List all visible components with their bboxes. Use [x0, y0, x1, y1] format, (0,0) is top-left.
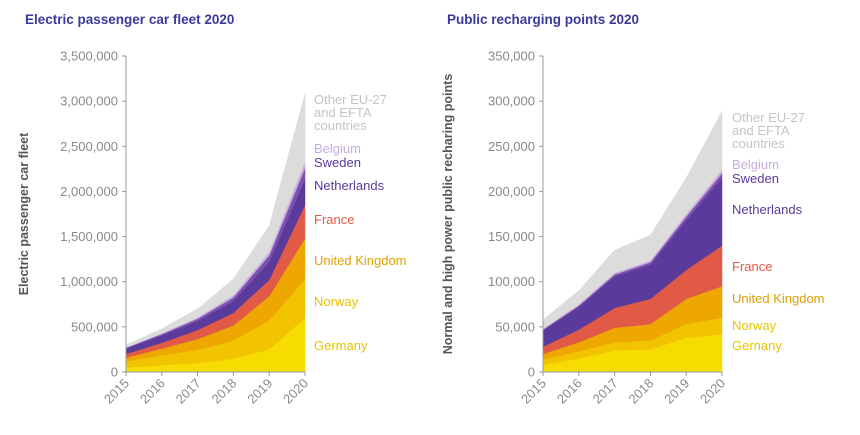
legend-label-netherlands: Netherlands [314, 178, 385, 193]
y-axis-label: Normal and high power public recharing p… [441, 74, 455, 355]
x-tick-label: 2016 [137, 376, 168, 407]
y-tick-label: 100,000 [488, 274, 535, 289]
legend-label-other-eu-27-and-efta-countries: Other EU-27 [314, 92, 387, 107]
y-tick-label: 250,000 [488, 139, 535, 154]
x-tick-label: 2018 [208, 376, 239, 407]
y-tick-label: 3,500,000 [60, 49, 118, 64]
legend-label-netherlands: Netherlands [732, 202, 803, 217]
x-tick-label: 2020 [697, 376, 728, 407]
y-tick-label: 50,000 [495, 319, 535, 334]
legend-label-other-eu-27-and-efta-countries: Other EU-27 [732, 110, 805, 125]
area-other-eu-27-and-efta-countries [542, 110, 723, 330]
y-tick-label: 1,000,000 [60, 274, 118, 289]
x-tick-label: 2020 [280, 376, 311, 407]
x-tick-label: 2016 [554, 376, 585, 407]
x-tick-label: 2017 [173, 376, 204, 407]
chart-title: Electric passenger car fleet 2020 [25, 12, 234, 27]
y-tick-label: 2,000,000 [60, 184, 118, 199]
chart-1: Electric passenger car fleet 2020 0 500,00… [17, 12, 407, 407]
legend-label-france: France [314, 212, 354, 227]
legend-label-sweden: Sweden [314, 155, 361, 170]
chart-title: Public recharging points 2020 [447, 12, 639, 27]
y-tick-label: 500,000 [71, 319, 118, 334]
chart-2: Public recharging points 2020 0 50,000 100,… [441, 12, 825, 407]
legend-label-other-eu-27-and-efta-countries: and EFTA [314, 105, 372, 120]
legend-label-belgium: Belgium [732, 157, 779, 172]
x-tick-label: 2015 [518, 376, 549, 407]
area-other-eu-27-and-efta-countries [125, 93, 306, 348]
y-tick-label: 200,000 [488, 184, 535, 199]
y-tick-label: 2,500,000 [60, 139, 118, 154]
y-tick-label: 150,000 [488, 229, 535, 244]
x-tick-label: 2019 [661, 376, 692, 407]
y-tick-label: 1,500,000 [60, 229, 118, 244]
legend-label-belgium: Belgium [314, 141, 361, 156]
x-tick-label: 2015 [101, 376, 132, 407]
legend-label-other-eu-27-and-efta-countries: countries [732, 136, 785, 151]
y-tick-label: 0 [528, 365, 535, 380]
x-tick-label: 2019 [244, 376, 275, 407]
legend-label-france: France [732, 259, 772, 274]
y-tick-label: 300,000 [488, 94, 535, 109]
y-tick-label: 3,000,000 [60, 94, 118, 109]
legend-label-germany: Germany [314, 338, 368, 353]
y-tick-label: 350,000 [488, 49, 535, 64]
y-tick-label: 0 [111, 365, 118, 380]
legend-label-norway: Norway [732, 318, 777, 333]
legend-label-gernany: Gernany [732, 338, 782, 353]
legend-label-united-kingdom: United Kingdom [314, 253, 407, 268]
x-tick-label: 2018 [625, 376, 656, 407]
x-tick-label: 2017 [590, 376, 621, 407]
legend-label-united-kingdom: United Kingdom [732, 291, 825, 306]
legend-label-norway: Norway [314, 294, 359, 309]
legend-label-sweden: Sweden [732, 171, 779, 186]
legend-label-other-eu-27-and-efta-countries: and EFTA [732, 123, 790, 138]
y-axis-label: Electric passenger car fleet [17, 132, 31, 295]
legend-label-other-eu-27-and-efta-countries: countries [314, 118, 367, 133]
